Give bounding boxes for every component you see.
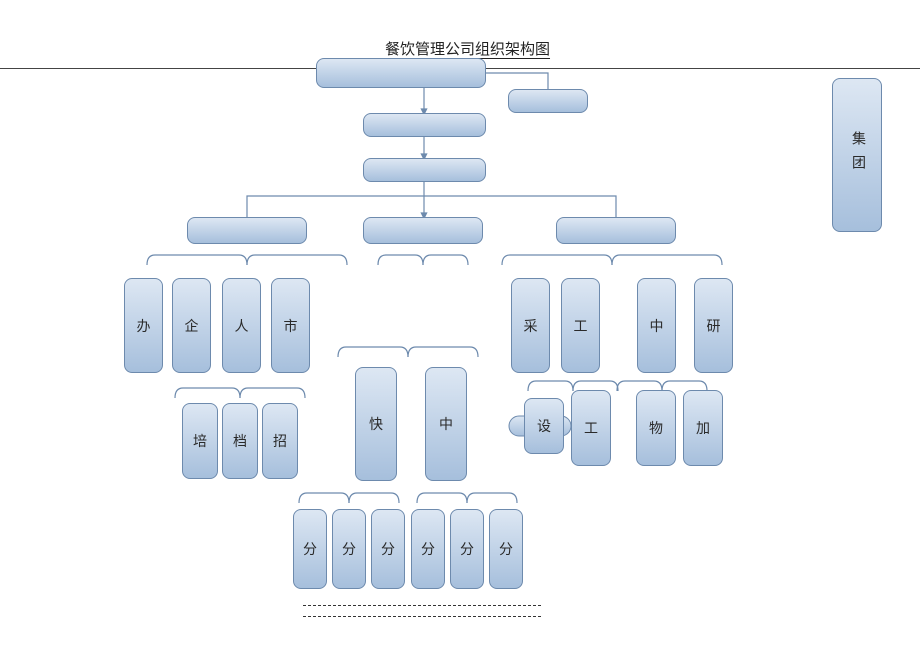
node-label	[612, 229, 620, 233]
node-label: 招	[269, 429, 291, 453]
node-lc_pei: 培	[182, 403, 218, 479]
node-label	[544, 99, 552, 103]
node-r_gong: 工	[561, 278, 600, 373]
chart-title: 餐饮管理公司组织架构图	[385, 38, 550, 59]
node-rc_gong2: 工	[571, 390, 611, 466]
footer-dashed-0	[303, 605, 541, 606]
node-top1	[316, 58, 486, 88]
node-label: 市	[280, 314, 302, 338]
node-label: 工	[570, 314, 592, 338]
node-label: 分	[338, 537, 360, 561]
node-top3	[363, 158, 486, 182]
node-rc_jia: 加	[683, 390, 723, 466]
node-top2	[363, 113, 486, 137]
node-l_shi: 市	[271, 278, 310, 373]
node-label: 快	[365, 412, 387, 436]
node-rc_wu: 物	[636, 390, 676, 466]
node-label: 分	[377, 537, 399, 561]
node-group: 集团	[832, 78, 882, 232]
node-label: 办	[133, 314, 155, 338]
node-lc_dang: 档	[222, 403, 258, 479]
node-label	[243, 229, 251, 233]
node-label: 设	[533, 414, 555, 438]
node-label: 培	[189, 429, 211, 453]
node-label: 档	[229, 429, 251, 453]
node-c_kuai: 快	[355, 367, 397, 481]
node-cc3: 分	[371, 509, 405, 589]
node-r_yan: 研	[694, 278, 733, 373]
node-r_cai: 采	[511, 278, 550, 373]
org-chart-canvas: 餐饮管理公司组织架构图 办企人市培档招快中分分分分分分采工中研设工物加集团	[0, 0, 920, 651]
node-c_zhong: 中	[425, 367, 467, 481]
node-label: 企	[181, 314, 203, 338]
node-label	[397, 71, 405, 75]
node-label: 物	[645, 416, 667, 440]
node-m_center	[363, 217, 483, 244]
node-label	[421, 123, 429, 127]
node-cc1: 分	[293, 509, 327, 589]
node-label	[419, 229, 427, 233]
node-cc5: 分	[450, 509, 484, 589]
node-label: 中	[435, 412, 457, 436]
node-label: 分	[417, 537, 439, 561]
node-label: 中	[646, 314, 668, 338]
node-cc2: 分	[332, 509, 366, 589]
node-label: 采	[520, 314, 542, 338]
node-label: 人	[231, 314, 253, 338]
node-cc6: 分	[489, 509, 523, 589]
node-lc_zhao: 招	[262, 403, 298, 479]
node-label: 加	[692, 416, 714, 440]
node-r_zhong: 中	[637, 278, 676, 373]
node-m_right	[556, 217, 676, 244]
node-l_qi: 企	[172, 278, 211, 373]
node-label: 集团	[843, 129, 871, 181]
node-label: 工	[580, 416, 602, 440]
node-cc4: 分	[411, 509, 445, 589]
node-side1	[508, 89, 588, 113]
footer-dashed-1	[303, 616, 541, 617]
node-l_ren: 人	[222, 278, 261, 373]
node-label: 分	[456, 537, 478, 561]
node-label: 分	[299, 537, 321, 561]
node-m_left	[187, 217, 307, 244]
node-label: 研	[703, 314, 725, 338]
node-l_ban: 办	[124, 278, 163, 373]
node-rc_she: 设	[524, 398, 564, 454]
node-label	[421, 168, 429, 172]
node-label: 分	[495, 537, 517, 561]
